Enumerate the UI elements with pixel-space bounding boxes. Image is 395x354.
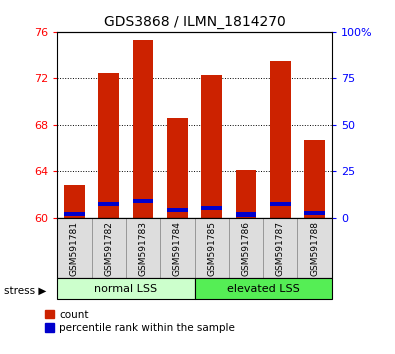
Text: GSM591784: GSM591784 bbox=[173, 221, 182, 276]
Bar bbox=[160, 218, 195, 278]
Bar bbox=[263, 218, 297, 278]
Text: GSM591788: GSM591788 bbox=[310, 221, 319, 276]
Bar bbox=[236, 212, 256, 217]
Text: elevated LSS: elevated LSS bbox=[227, 284, 299, 293]
Bar bbox=[167, 208, 188, 212]
Bar bbox=[98, 202, 119, 206]
Text: GSM591785: GSM591785 bbox=[207, 221, 216, 276]
Bar bbox=[201, 75, 222, 218]
Title: GDS3868 / ILMN_1814270: GDS3868 / ILMN_1814270 bbox=[103, 16, 286, 29]
Bar bbox=[236, 170, 256, 218]
Bar bbox=[57, 278, 195, 299]
Text: GSM591783: GSM591783 bbox=[139, 221, 148, 276]
Bar bbox=[64, 185, 85, 218]
Bar bbox=[305, 140, 325, 218]
Text: GSM591786: GSM591786 bbox=[241, 221, 250, 276]
Bar bbox=[305, 211, 325, 215]
Bar bbox=[195, 278, 332, 299]
Bar bbox=[201, 206, 222, 210]
Bar bbox=[195, 218, 229, 278]
Text: normal LSS: normal LSS bbox=[94, 284, 158, 293]
Bar bbox=[64, 212, 85, 216]
Bar bbox=[133, 199, 153, 202]
Bar bbox=[270, 61, 291, 218]
Bar bbox=[98, 73, 119, 218]
Text: stress ▶: stress ▶ bbox=[4, 286, 46, 296]
Bar bbox=[92, 218, 126, 278]
Text: GSM591781: GSM591781 bbox=[70, 221, 79, 276]
Text: GSM591787: GSM591787 bbox=[276, 221, 285, 276]
Bar bbox=[133, 40, 153, 218]
Bar bbox=[270, 202, 291, 206]
Text: GSM591782: GSM591782 bbox=[104, 221, 113, 276]
Bar bbox=[297, 218, 332, 278]
Bar bbox=[167, 118, 188, 218]
Bar bbox=[229, 218, 263, 278]
Legend: count, percentile rank within the sample: count, percentile rank within the sample bbox=[45, 310, 235, 333]
Bar bbox=[126, 218, 160, 278]
Bar bbox=[57, 218, 92, 278]
